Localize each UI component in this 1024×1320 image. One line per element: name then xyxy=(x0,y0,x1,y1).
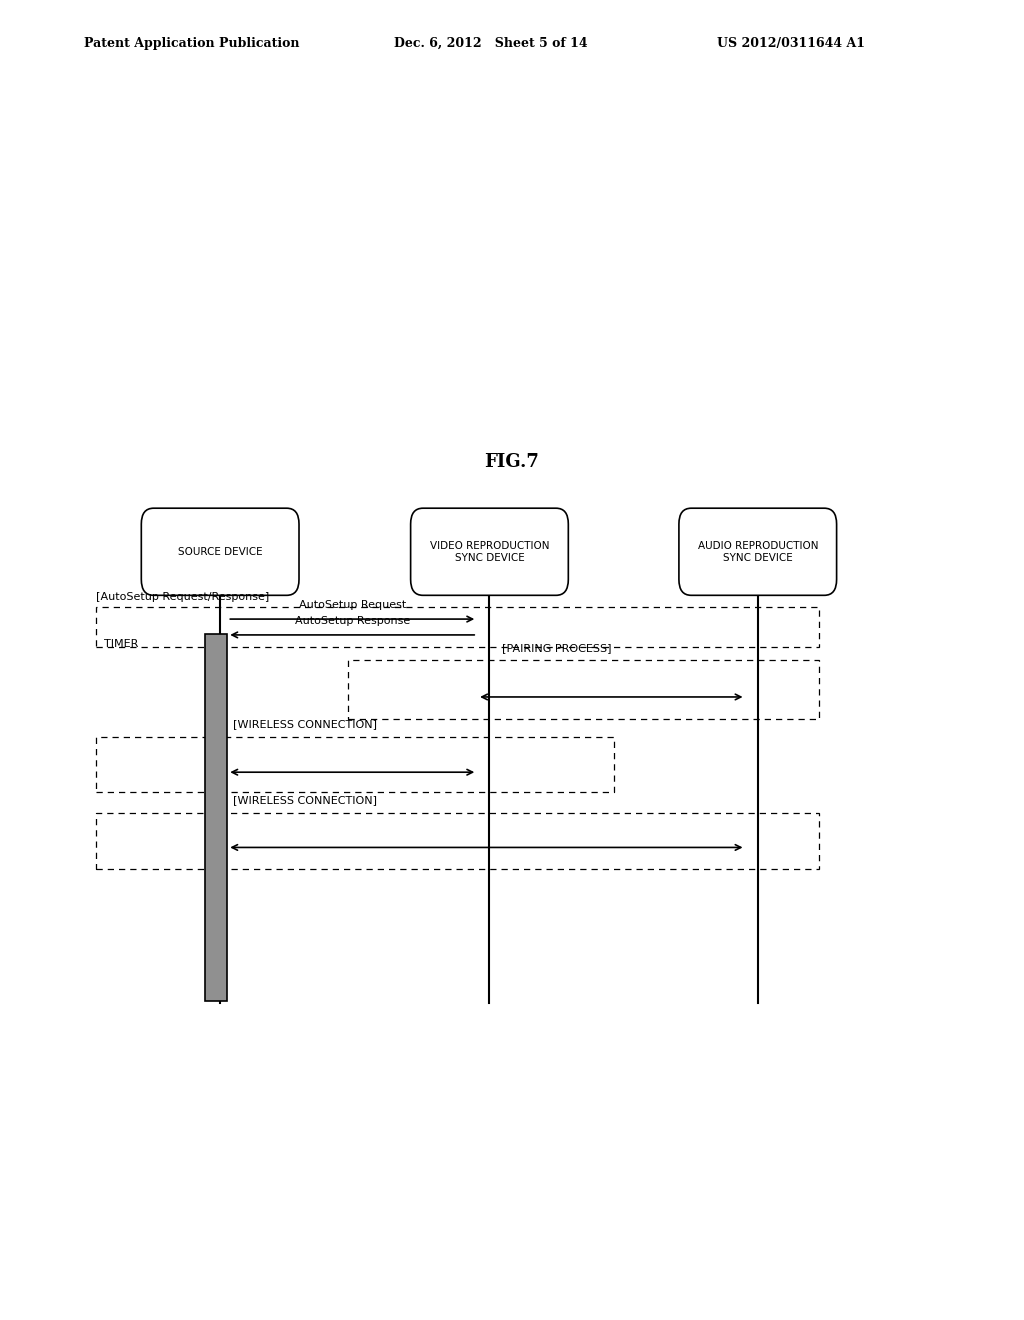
Text: TIMER: TIMER xyxy=(103,639,138,649)
Text: [WIRELESS CONNECTION]: [WIRELESS CONNECTION] xyxy=(233,795,378,805)
Text: US 2012/0311644 A1: US 2012/0311644 A1 xyxy=(717,37,865,50)
Text: AutoSetup Request: AutoSetup Request xyxy=(299,599,406,610)
FancyBboxPatch shape xyxy=(141,508,299,595)
Bar xyxy=(96,737,614,792)
Bar xyxy=(96,607,819,647)
Text: 30: 30 xyxy=(495,508,509,521)
Text: [WIRELESS CONNECTION]: [WIRELESS CONNECTION] xyxy=(233,718,378,729)
Text: AutoSetup Response: AutoSetup Response xyxy=(295,615,410,626)
Text: Patent Application Publication: Patent Application Publication xyxy=(84,37,299,50)
Bar xyxy=(348,660,819,719)
Text: [PAIRING PROCESS]: [PAIRING PROCESS] xyxy=(502,643,611,653)
FancyBboxPatch shape xyxy=(679,508,837,595)
Text: SOURCE DEVICE: SOURCE DEVICE xyxy=(178,546,262,557)
Text: AUDIO REPRODUCTION
SYNC DEVICE: AUDIO REPRODUCTION SYNC DEVICE xyxy=(697,541,818,562)
Bar xyxy=(96,813,819,869)
FancyBboxPatch shape xyxy=(411,508,568,595)
Bar xyxy=(205,634,227,1001)
Text: [AutoSetup Request/Response]: [AutoSetup Request/Response] xyxy=(96,591,269,602)
Text: Dec. 6, 2012   Sheet 5 of 14: Dec. 6, 2012 Sheet 5 of 14 xyxy=(394,37,588,50)
Text: 20: 20 xyxy=(225,508,241,521)
Text: VIDEO REPRODUCTION
SYNC DEVICE: VIDEO REPRODUCTION SYNC DEVICE xyxy=(430,541,549,562)
Text: 40: 40 xyxy=(763,508,778,521)
Text: FIG.7: FIG.7 xyxy=(484,453,540,471)
